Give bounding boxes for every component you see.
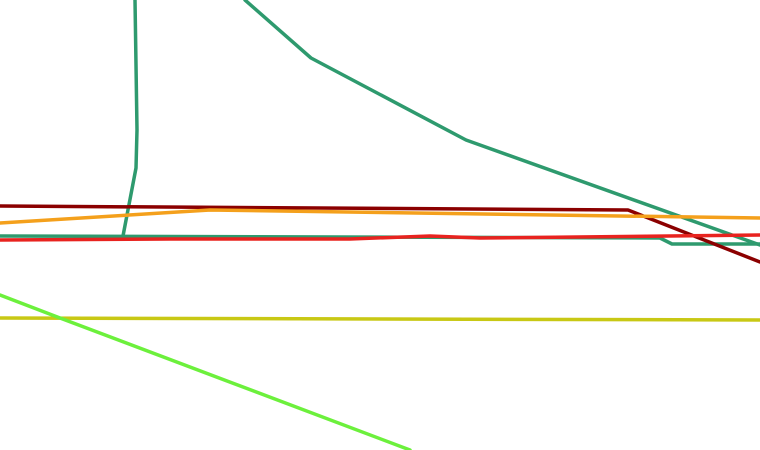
route-line (0, 293, 412, 450)
route-line (243, 0, 760, 247)
route-line (0, 316, 760, 322)
route-line (0, 204, 760, 264)
route-line (0, 233, 760, 242)
route-line (0, 208, 760, 225)
route-line (121, 0, 139, 238)
